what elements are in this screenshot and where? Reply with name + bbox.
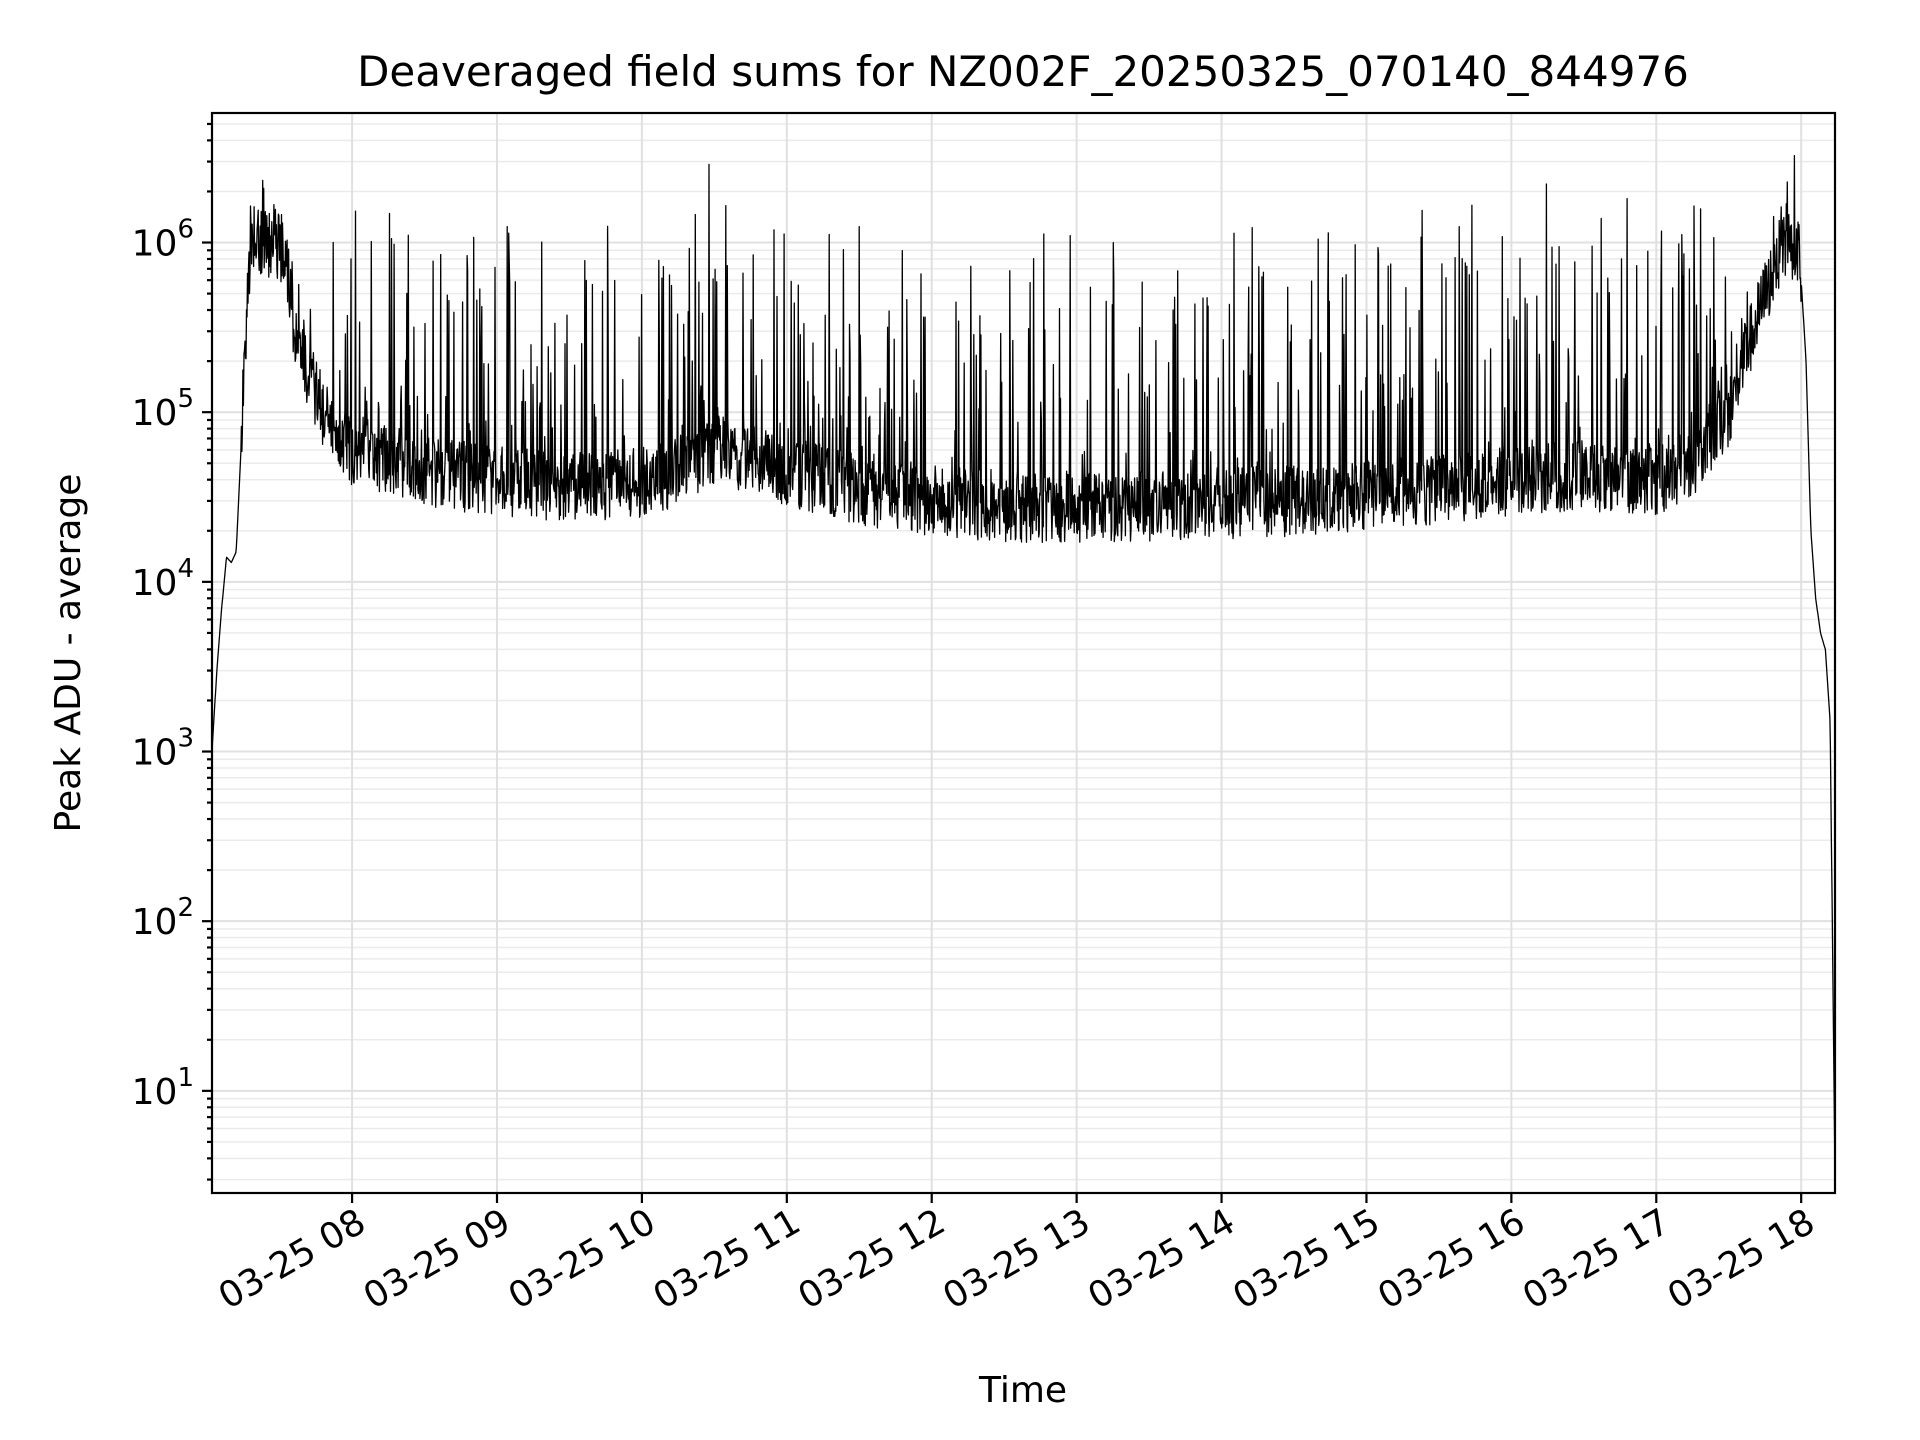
x-tick-label: 03-25 09: [357, 1201, 518, 1317]
y-axis-ticks: 101 102 103 104 105 106: [132, 122, 212, 1181]
y-tick-label: 102: [132, 893, 194, 943]
x-tick-label: 03-25 12: [792, 1201, 953, 1317]
y-tick-label: 104: [132, 554, 194, 604]
x-tick-label: 03-25 17: [1516, 1201, 1677, 1317]
x-tick-label: 03-25 18: [1661, 1201, 1822, 1317]
x-tick-label: 03-25 08: [212, 1201, 373, 1317]
x-tick-label: 03-25 10: [502, 1201, 663, 1317]
x-tick-label: 03-25 13: [936, 1201, 1097, 1317]
y-tick-label: 105: [132, 384, 194, 434]
x-tick-label: 03-25 15: [1226, 1201, 1387, 1317]
chart-title: Deaveraged field sums for NZ002F_2025032…: [357, 47, 1689, 96]
y-tick-label: 103: [132, 724, 194, 774]
x-axis-label: Time: [978, 1370, 1067, 1411]
series-line-peak-adu: [211, 154, 1836, 1180]
x-tick-label: 03-25 11: [647, 1201, 808, 1317]
grid: [212, 113, 1835, 1193]
y-tick-label: 101: [132, 1063, 194, 1113]
y-axis-label: Peak ADU - average: [48, 474, 89, 833]
x-tick-label: 03-25 14: [1081, 1201, 1242, 1317]
x-tick-label: 03-25 16: [1371, 1201, 1532, 1317]
y-tick-label: 106: [132, 215, 194, 265]
plot-frame: [210, 111, 1837, 1195]
